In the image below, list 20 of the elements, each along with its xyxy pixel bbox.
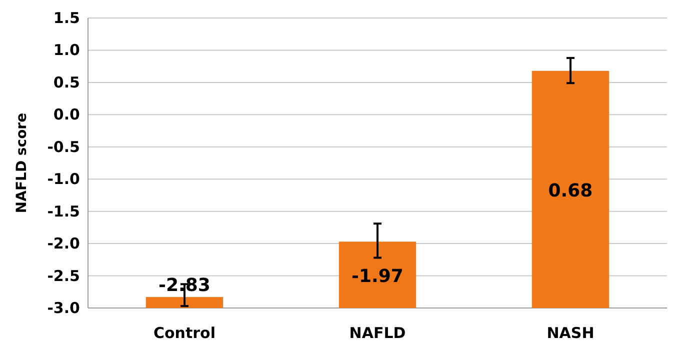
- data-label: -1.97: [352, 266, 404, 287]
- y-tick-label: -3.0: [47, 299, 80, 317]
- bar: [532, 70, 610, 308]
- y-axis-title: NAFLD score: [14, 112, 30, 214]
- y-tick-label: -0.5: [47, 138, 80, 156]
- y-tick-label: -1.5: [47, 202, 80, 220]
- x-tick-label: NAFLD: [349, 324, 406, 342]
- data-label: -2.83: [158, 275, 210, 296]
- bar: [338, 242, 416, 308]
- y-tick-label: -2.0: [47, 234, 80, 253]
- y-tick-label: -2.5: [47, 266, 80, 285]
- y-tick-label: 1.0: [53, 41, 80, 60]
- y-tick-label: -1.0: [47, 170, 80, 188]
- x-tick-label: NASH: [546, 324, 594, 342]
- y-tick-label: 0.5: [53, 73, 80, 92]
- bar: [146, 297, 224, 308]
- x-tick-label: Control: [153, 324, 216, 342]
- data-label: 0.68: [548, 180, 593, 202]
- y-tick-label: 1.5: [53, 9, 80, 27]
- y-tick-label: 0.0: [53, 106, 80, 124]
